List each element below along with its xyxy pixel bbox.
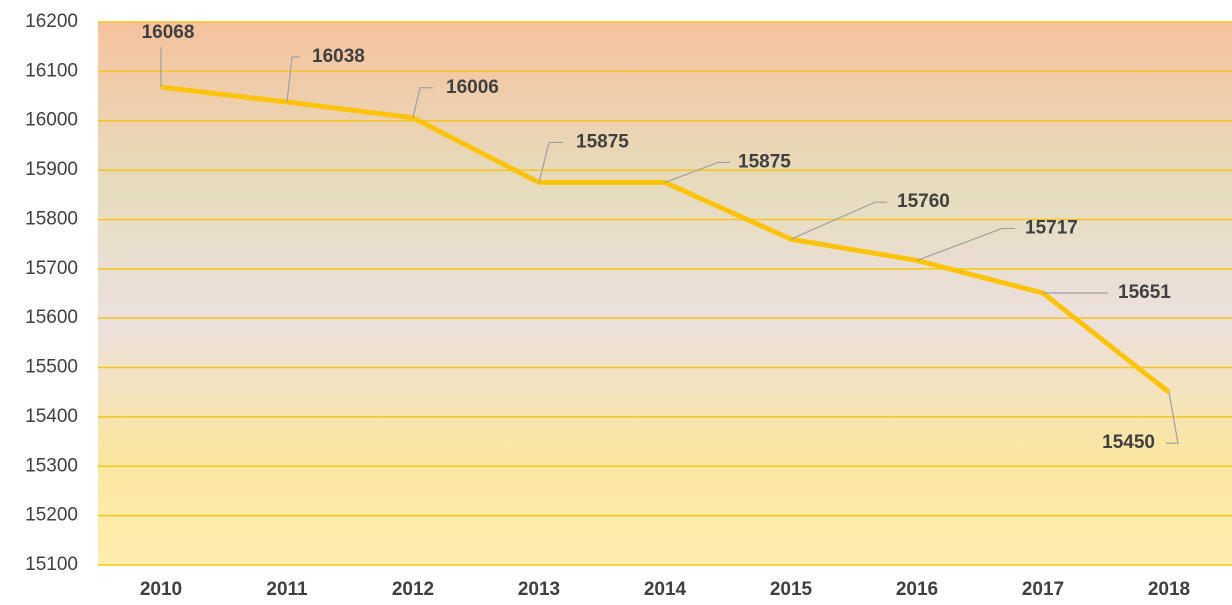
x-tick-label: 2012: [392, 579, 434, 600]
leader-line: [790, 201, 887, 240]
x-tick-label: 2018: [1148, 579, 1190, 600]
y-tick-label: 16000: [25, 110, 78, 131]
y-tick-label: 16100: [25, 60, 78, 81]
leader-line: [1166, 392, 1179, 444]
leader-line: [412, 87, 433, 118]
data-label: 15875: [738, 151, 791, 172]
line: [160, 84, 1171, 395]
x-tick-label: 2017: [1022, 579, 1064, 600]
data-label: 16068: [142, 22, 195, 43]
x-tick-label: 2013: [518, 579, 560, 600]
data-label: 15875: [576, 131, 629, 152]
data-label: 15450: [1102, 432, 1155, 453]
y-tick-label: 15600: [25, 307, 78, 328]
y-tick-label: 15900: [25, 159, 78, 180]
x-tick-label: 2016: [896, 579, 938, 600]
y-tick-label: 15400: [25, 406, 78, 427]
x-tick-label: 2014: [644, 579, 687, 600]
x-tick-label: 2010: [140, 579, 182, 600]
y-tick-label: 15200: [25, 505, 78, 526]
leader-line: [538, 141, 563, 183]
data-label: 16006: [446, 77, 499, 98]
y-tick-label: 15100: [25, 554, 78, 575]
leader-line: [664, 161, 730, 183]
data-label: 15717: [1025, 217, 1078, 238]
y-tick-label: 16200: [25, 11, 78, 32]
x-tick-label: 2011: [266, 579, 308, 600]
y-tick-label: 15300: [25, 455, 78, 476]
y-tick-label: 15800: [25, 208, 78, 229]
x-tick-label: 2015: [770, 579, 813, 600]
data-label: 16038: [312, 46, 365, 67]
leader-line: [916, 227, 1015, 261]
data-label: 15760: [897, 191, 950, 212]
data-label: 15651: [1118, 282, 1171, 303]
leader-line: [286, 56, 300, 103]
y-tick-label: 15500: [25, 357, 78, 378]
y-tick-label: 15700: [25, 258, 78, 279]
